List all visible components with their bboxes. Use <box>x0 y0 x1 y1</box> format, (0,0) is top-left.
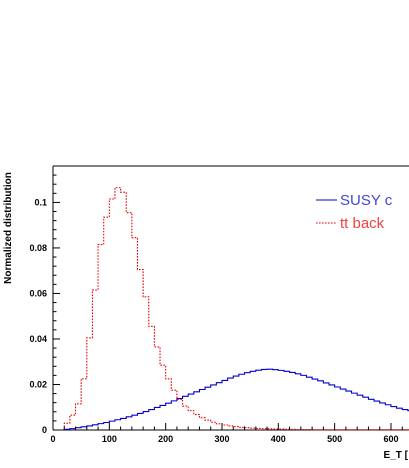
plot-frame <box>52 165 409 431</box>
x-tick-label: 500 <box>327 434 342 444</box>
x-tick-label: 200 <box>158 434 173 444</box>
axis-ticks: 0 100 200 300 400 500 600 0 0.02 0.04 0.06 0.08 0.1 <box>29 174 403 444</box>
x-tick-label: 100 <box>102 434 117 444</box>
y-tick-label: 0.1 <box>34 197 47 207</box>
legend-label-susy: SUSY c <box>340 192 393 209</box>
x-tick-label: 600 <box>383 434 398 444</box>
y-tick-label: 0 <box>42 425 47 435</box>
y-tick-label: 0.06 <box>29 288 47 298</box>
x-axis-title: E_T [ <box>384 450 409 461</box>
y-tick-label: 0.04 <box>29 334 47 344</box>
series-group <box>63 187 409 431</box>
x-tick-label: 0 <box>50 434 55 444</box>
y-axis-title: Normalized distribution <box>3 172 14 284</box>
y-tick-label: 0.02 <box>29 379 47 389</box>
series-susy-histogram <box>63 368 409 430</box>
legend: SUSY c tt back <box>316 192 393 232</box>
x-tick-label: 400 <box>271 434 286 444</box>
x-tick-label: 300 <box>214 434 229 444</box>
y-tick-label: 0.08 <box>29 243 47 253</box>
series-ttbar-histogram <box>63 187 409 431</box>
legend-label-ttbar: tt back <box>340 215 385 232</box>
